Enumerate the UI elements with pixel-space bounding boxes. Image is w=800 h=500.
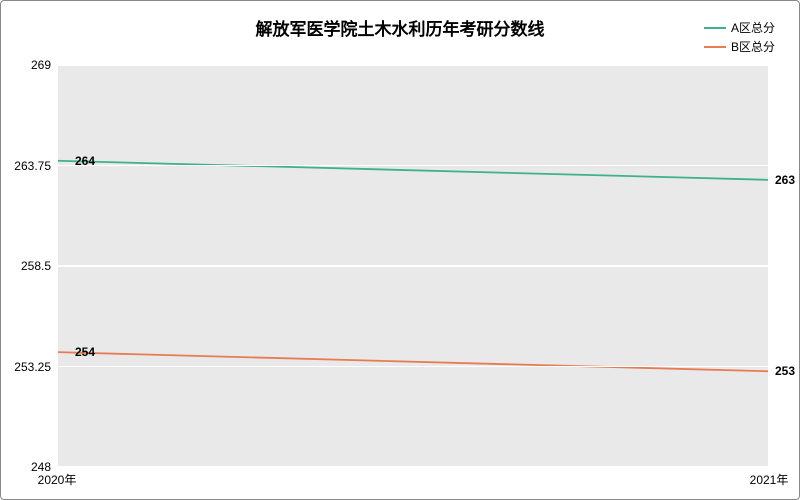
y-gridline xyxy=(57,265,769,267)
series-line xyxy=(57,161,769,180)
legend-swatch-a xyxy=(704,27,726,29)
legend-label-a: A区总分 xyxy=(731,19,775,36)
chart-title: 解放军医学院土木水利历年考研分数线 xyxy=(1,1,799,40)
legend-item-a: A区总分 xyxy=(704,19,775,36)
x-axis-label: 2020年 xyxy=(38,467,77,488)
data-point-label: 253 xyxy=(775,364,795,378)
legend: A区总分 B区总分 xyxy=(704,19,775,57)
y-gridline xyxy=(57,165,769,167)
legend-label-b: B区总分 xyxy=(731,38,775,55)
x-gridline xyxy=(56,65,58,467)
legend-swatch-b xyxy=(704,46,726,48)
y-axis-label: 253.25 xyxy=(14,360,57,374)
plot-area: 248253.25258.5263.752692020年2021年2642632… xyxy=(57,65,769,467)
data-point-label: 263 xyxy=(775,173,795,187)
data-point-label: 254 xyxy=(75,345,95,359)
y-axis-label: 269 xyxy=(31,58,57,72)
y-axis-label: 263.75 xyxy=(14,159,57,173)
y-gridline xyxy=(57,64,769,66)
y-axis-label: 258.5 xyxy=(21,259,57,273)
x-axis-label: 2021年 xyxy=(750,467,789,488)
legend-item-b: B区总分 xyxy=(704,38,775,55)
x-gridline xyxy=(768,65,770,467)
data-point-label: 264 xyxy=(75,154,95,168)
y-gridline xyxy=(57,466,769,468)
y-gridline xyxy=(57,366,769,368)
series-line xyxy=(57,352,769,371)
chart-container: 解放军医学院土木水利历年考研分数线 A区总分 B区总分 248253.25258… xyxy=(0,0,800,500)
